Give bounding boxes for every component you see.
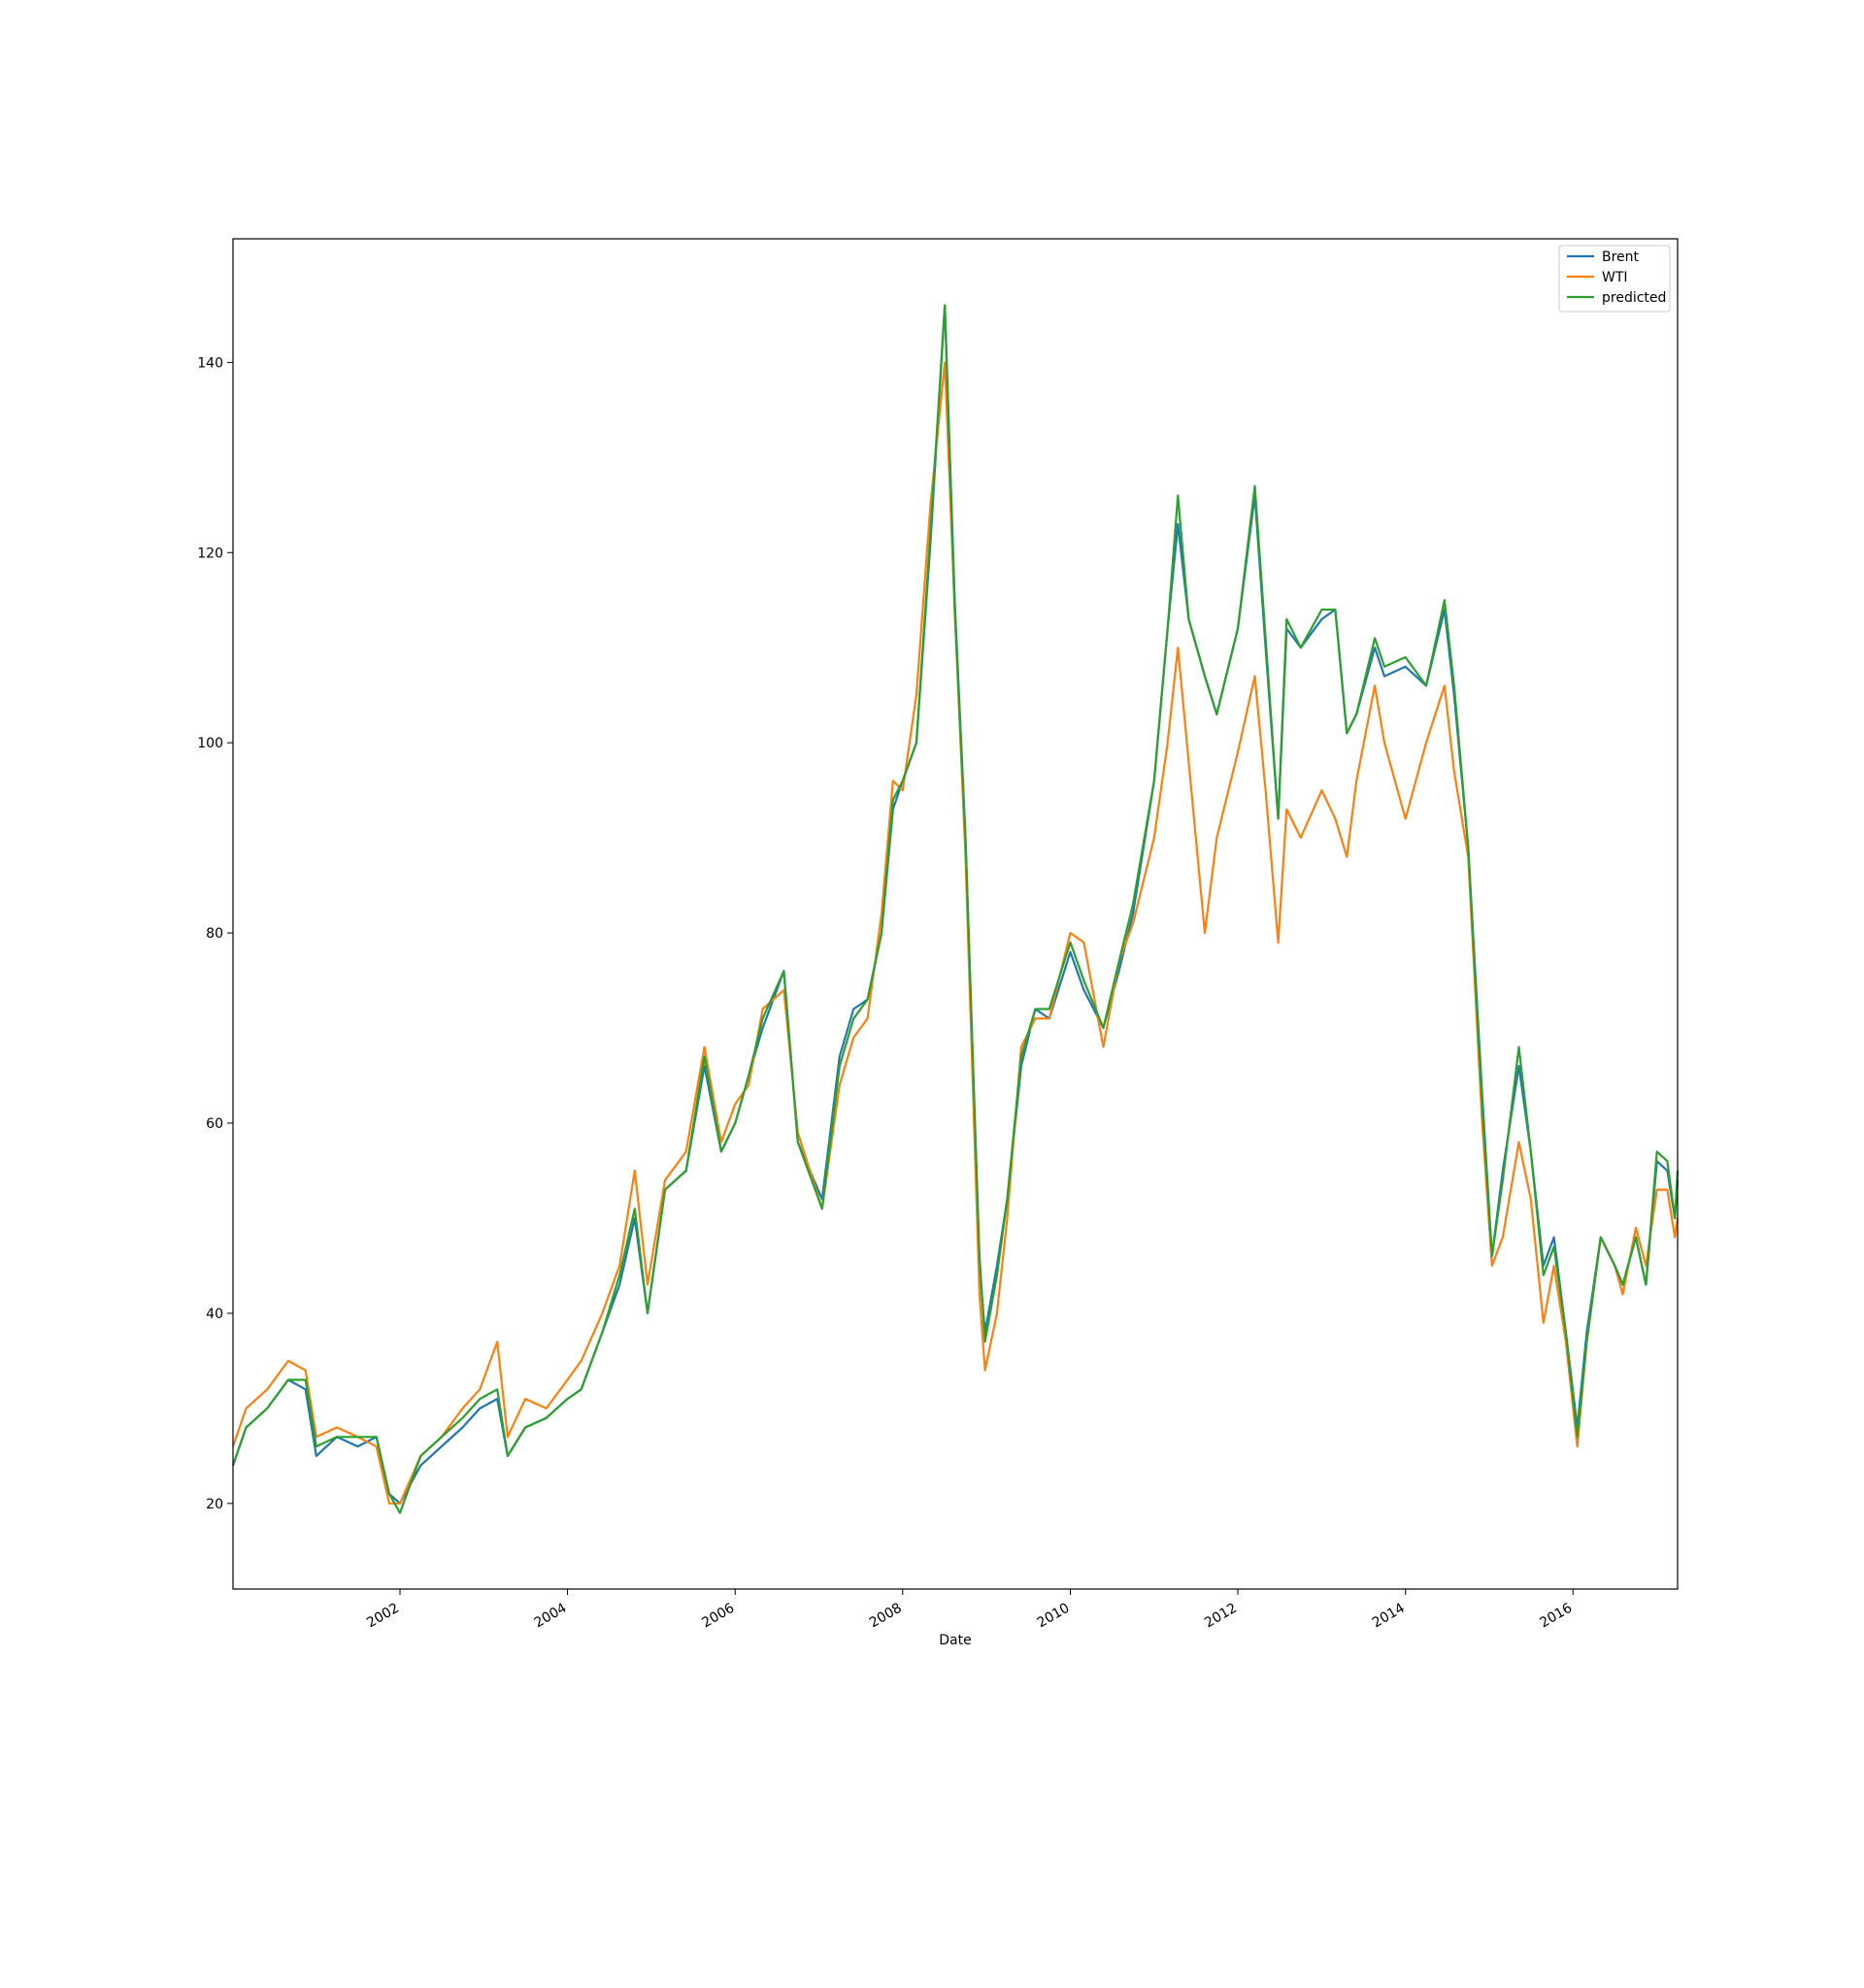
series-line-predicted [231,304,1680,1514]
legend-label-predicted: predicted [1602,290,1666,306]
y-tick-label: 40 [206,1307,223,1322]
y-tick-label: 80 [206,926,223,942]
y-tick-label: 120 [197,546,223,561]
x-axis-label: Date [939,1633,971,1648]
legend-label-brent: Brent [1602,249,1640,265]
y-tick-label: 20 [206,1497,223,1512]
legend-label-wti: WTI [1602,270,1628,285]
y-tick-label: 100 [197,736,223,751]
legend: Brent WTI predicted [1558,245,1671,313]
series-layer [231,304,1680,1514]
y-tick-label: 140 [197,355,223,371]
legend-box [1558,245,1671,313]
y-tick-label: 60 [206,1116,223,1132]
y-axis: 20 40 60 80 100 120 140 [197,355,233,1512]
plot-frame [232,238,1679,1590]
